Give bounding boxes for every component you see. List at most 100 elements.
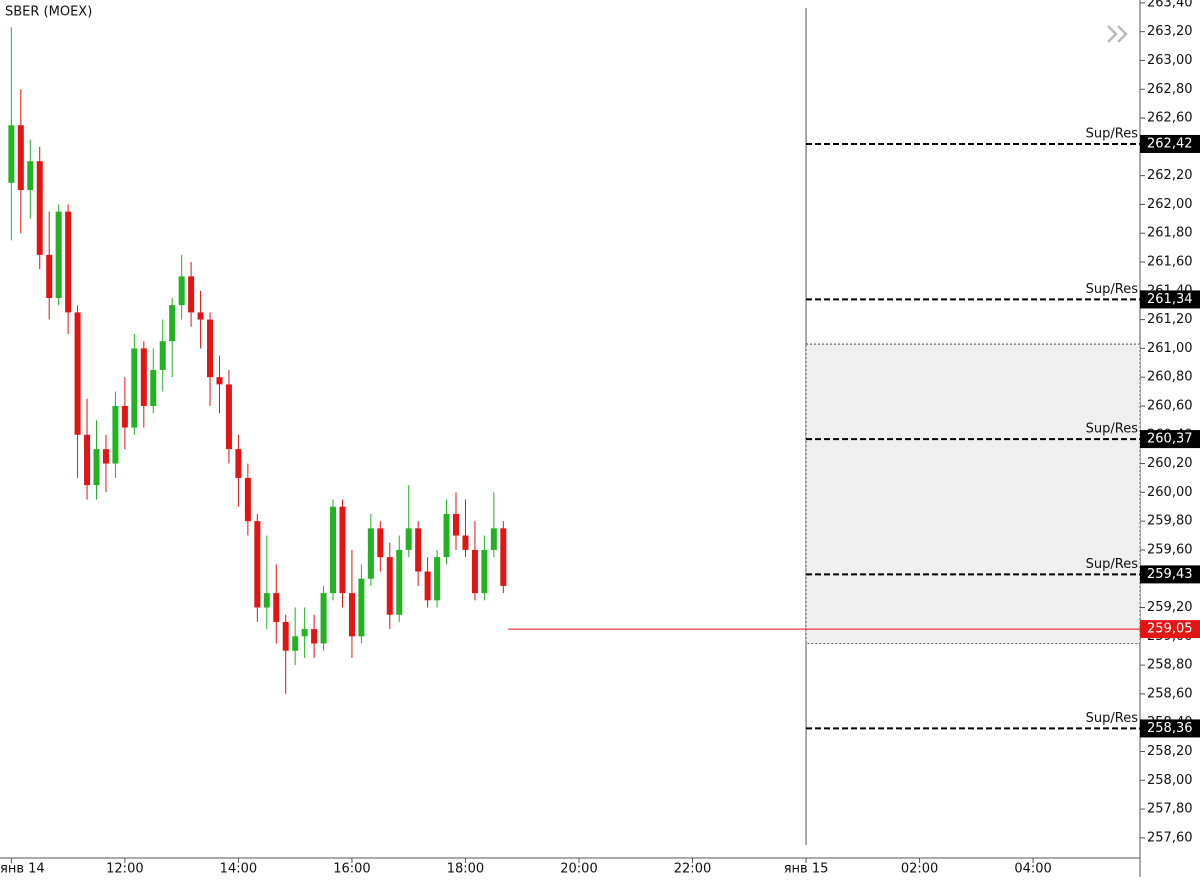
level-tag xyxy=(1140,430,1200,449)
y-tick-label: 260,20 xyxy=(1147,456,1193,471)
level-tag xyxy=(1140,134,1200,153)
y-tick-label: 263,00 xyxy=(1147,53,1193,68)
level-tag xyxy=(1140,719,1200,738)
y-tick-label: 257,60 xyxy=(1147,830,1193,845)
candle-body xyxy=(320,593,327,644)
candle-body xyxy=(65,211,72,313)
candle-body xyxy=(131,348,138,428)
candle-body xyxy=(159,341,166,370)
price-tag xyxy=(1140,620,1200,639)
level-tag-label: 258,36 xyxy=(1147,721,1193,736)
x-tick-label: 14:00 xyxy=(220,862,257,877)
y-tick-label: 262,60 xyxy=(1147,111,1193,126)
y-tick-label: 263,20 xyxy=(1147,24,1193,39)
candle-body xyxy=(396,549,403,615)
candle-body xyxy=(225,384,232,450)
candle-body xyxy=(46,254,53,298)
candle-body xyxy=(282,621,289,651)
level-name: Sup/Res xyxy=(1086,422,1139,437)
candle-body xyxy=(443,513,450,558)
y-tick-label: 262,20 xyxy=(1147,168,1193,183)
candle-body xyxy=(311,629,318,644)
y-tick-label: 261,80 xyxy=(1147,226,1193,241)
y-tick-label: 259,20 xyxy=(1147,600,1193,615)
y-tick-label: 263,40 xyxy=(1147,0,1193,10)
y-tick-label: 261,60 xyxy=(1147,255,1193,270)
y-tick-label: 261,00 xyxy=(1147,341,1193,356)
candle-body xyxy=(27,161,34,191)
y-tick-label: 257,80 xyxy=(1147,802,1193,817)
candle-body xyxy=(434,557,441,601)
y-tick-label: 260,60 xyxy=(1147,398,1193,413)
candle-body xyxy=(235,449,242,478)
candle-body xyxy=(339,506,346,594)
candle-body xyxy=(112,405,119,464)
candle-body xyxy=(8,125,15,183)
x-tick-label: 02:00 xyxy=(901,862,938,877)
candle-body xyxy=(462,535,469,550)
x-tick-label: 04:00 xyxy=(1014,862,1051,877)
zone xyxy=(805,343,1141,644)
y-tick-label: 258,80 xyxy=(1147,658,1193,673)
y-tick-label: 259,60 xyxy=(1147,542,1193,557)
level-name: Sup/Res xyxy=(1086,711,1139,726)
candle-body xyxy=(358,578,365,637)
level-tag-label: 260,37 xyxy=(1147,432,1193,447)
y-tick-label: 260,00 xyxy=(1147,485,1193,500)
candle-body xyxy=(263,593,270,608)
candle-body xyxy=(301,629,308,637)
y-tick-label: 258,60 xyxy=(1147,686,1193,701)
y-tick-label: 258,20 xyxy=(1147,744,1193,759)
chevron xyxy=(1117,25,1128,43)
candle-body xyxy=(386,557,393,615)
candle-body xyxy=(424,571,431,601)
candle-body xyxy=(150,369,157,406)
level-tag xyxy=(1140,290,1200,309)
level-tag xyxy=(1140,565,1200,584)
candle-body xyxy=(188,276,195,313)
candle-body xyxy=(490,528,497,550)
level-tag-label: 261,34 xyxy=(1147,292,1193,307)
candle-body xyxy=(244,477,251,522)
candle-body xyxy=(140,348,147,406)
level-name: Sup/Res xyxy=(1086,557,1139,572)
candle-body xyxy=(55,211,62,298)
chart-title: SBER (MOEX) xyxy=(5,5,92,20)
candles xyxy=(8,27,507,694)
candle-body xyxy=(197,312,204,320)
candle-body xyxy=(17,125,24,191)
x-tick-label: янв 15 xyxy=(784,862,829,877)
candle-body xyxy=(36,161,43,255)
candle-body xyxy=(254,521,261,608)
collapse-icon[interactable] xyxy=(1107,25,1128,43)
candle-body xyxy=(405,528,412,550)
candle-body xyxy=(84,434,91,486)
price-tag-label: 259,05 xyxy=(1147,622,1193,637)
level-tag-label: 259,43 xyxy=(1147,567,1193,582)
candle-body xyxy=(348,593,355,637)
x-tick-label: 20:00 xyxy=(560,862,597,877)
candle-body xyxy=(207,319,214,378)
x-tick-label: 12:00 xyxy=(106,862,143,877)
candle-body xyxy=(102,449,109,464)
y-tick-label: 258,00 xyxy=(1147,773,1193,788)
candle-body xyxy=(74,312,81,435)
level-name: Sup/Res xyxy=(1086,126,1139,141)
candle-body xyxy=(292,636,299,651)
y-tick-label: 262,80 xyxy=(1147,82,1193,97)
candle-body xyxy=(377,528,384,558)
candle-body xyxy=(471,549,478,594)
y-tick-label: 260,80 xyxy=(1147,370,1193,385)
x-tick-label: 18:00 xyxy=(447,862,484,877)
candle-body xyxy=(178,276,185,306)
candle-body xyxy=(453,513,459,536)
x-tick-label: 16:00 xyxy=(333,862,370,877)
level-name: Sup/Res xyxy=(1086,282,1139,297)
chevron xyxy=(1107,25,1118,43)
candle-body xyxy=(169,305,176,342)
x-tick-label: 22:00 xyxy=(674,862,711,877)
candle-body xyxy=(481,549,488,594)
candle-body xyxy=(367,528,374,579)
